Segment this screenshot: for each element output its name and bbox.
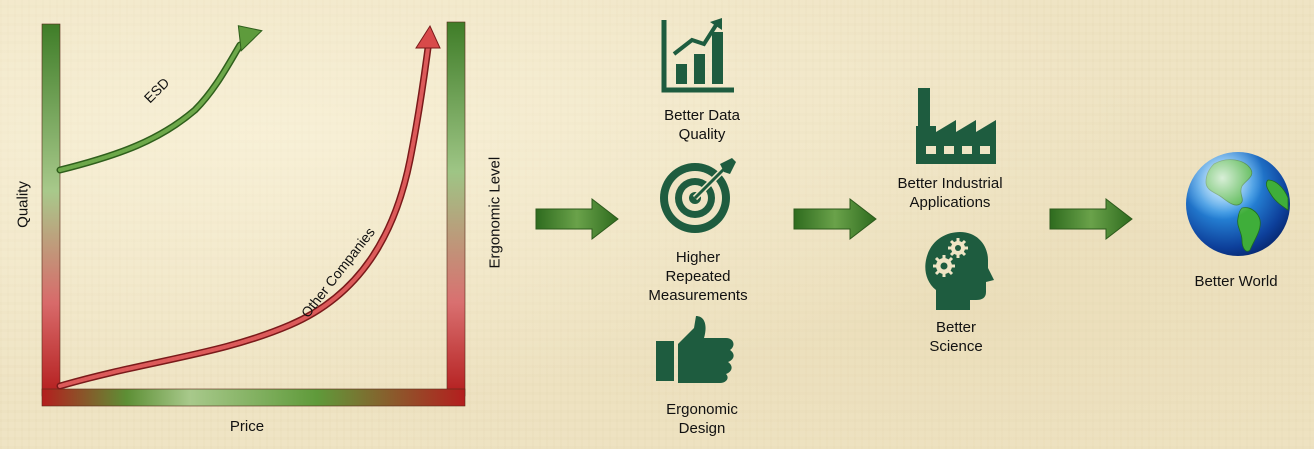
bottom-axis-bar	[41, 388, 466, 407]
head-gears-icon	[925, 232, 994, 310]
flow-arrow-1	[535, 197, 619, 241]
other-companies-arrowhead	[415, 24, 441, 49]
globe-icon	[1186, 152, 1290, 256]
better-world-label: Better World	[1194, 273, 1278, 290]
other-companies-curve	[56, 44, 432, 390]
left-axis-bar	[41, 23, 61, 397]
better-science-label: Better Science	[929, 319, 983, 355]
quality-axis-label: Quality	[14, 181, 32, 228]
flow-arrow-2	[793, 197, 877, 241]
flow-arrow-3	[1049, 197, 1133, 241]
factory-icon	[916, 88, 996, 164]
quality-price-diagram	[41, 21, 466, 407]
better-industrial-applications-label: Better Industrial Applications	[897, 175, 1003, 211]
right-axis-bar	[446, 21, 466, 397]
thumbs-up-icon	[656, 316, 734, 383]
better-data-quality-label: Better Data Quality	[664, 107, 740, 143]
bar-chart-icon	[661, 18, 734, 93]
ergonomic-level-axis-label: Ergonomic Level	[486, 156, 504, 269]
higher-repeated-measurements-label: Higher Repeated Measurements	[648, 249, 748, 304]
ergonomic-design-label: Ergonomic Design	[666, 401, 738, 437]
price-axis-label: Price	[229, 418, 265, 435]
esd-arrowhead	[237, 25, 263, 52]
target-icon	[660, 158, 736, 233]
esd-curve	[56, 41, 244, 174]
